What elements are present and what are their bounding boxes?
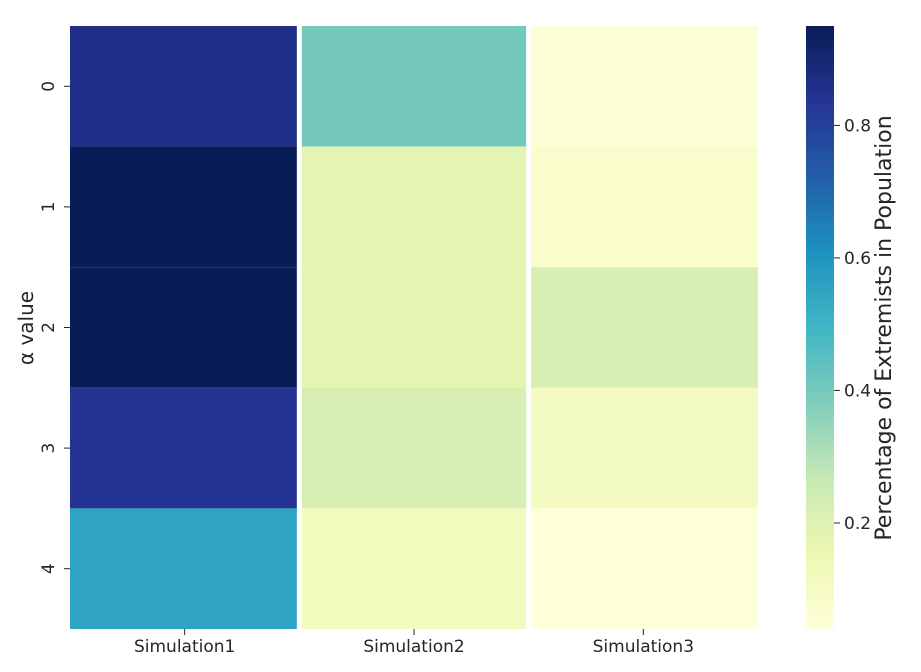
y-tick-label: 1 xyxy=(39,201,59,212)
heatmap-cell-r0-c2 xyxy=(528,26,758,147)
y-axis-label: α value xyxy=(14,291,38,365)
colorbar-ticks: 0.2 0.4 0.6 0.8 xyxy=(834,116,871,534)
x-tick-label: Simulation1 xyxy=(134,637,235,657)
heatmap-cell-r0-c0 xyxy=(70,26,300,147)
heatmap-cell-r2-c2 xyxy=(528,267,758,388)
heatmap-cell-r4-c0 xyxy=(70,508,300,629)
heatmap-cell-r4-c2 xyxy=(528,508,758,629)
colorbar-tick-label: 0.2 xyxy=(844,514,871,534)
heatmap-cell-r3-c2 xyxy=(528,387,758,509)
heatmap-cell-r4-c1 xyxy=(299,508,529,629)
heatmap-cell-r1-c1 xyxy=(299,146,529,268)
heatmap-cell-r2-c0 xyxy=(70,267,300,388)
heatmap-cell-r2-c1 xyxy=(299,267,529,388)
heatmap-cell-r0-c1 xyxy=(299,26,529,147)
heatmap-cells xyxy=(70,26,758,629)
heatmap-cell-r3-c1 xyxy=(299,387,529,509)
colorbar-tick-label: 0.6 xyxy=(844,249,871,269)
y-tick-label: 3 xyxy=(39,443,59,454)
x-tick-label: Simulation3 xyxy=(593,637,694,657)
heatmap-cell-r3-c0 xyxy=(70,387,300,509)
y-axis-ticks: 0 1 2 3 4 xyxy=(39,81,70,574)
x-axis-ticks: Simulation1 Simulation2 Simulation3 xyxy=(134,629,694,657)
heatmap-cell-r1-c2 xyxy=(528,146,758,268)
x-tick-label: Simulation2 xyxy=(363,637,464,657)
colorbar-tick-label: 0.8 xyxy=(844,116,871,136)
colorbar xyxy=(806,26,834,629)
colorbar-tick-label: 0.4 xyxy=(844,381,871,401)
y-tick-label: 4 xyxy=(39,563,59,574)
y-tick-label: 0 xyxy=(39,81,59,92)
heatmap-cell-r1-c0 xyxy=(70,146,300,268)
y-tick-label: 2 xyxy=(39,322,59,333)
colorbar-label: Percentage of Extremists in Population xyxy=(872,115,897,540)
